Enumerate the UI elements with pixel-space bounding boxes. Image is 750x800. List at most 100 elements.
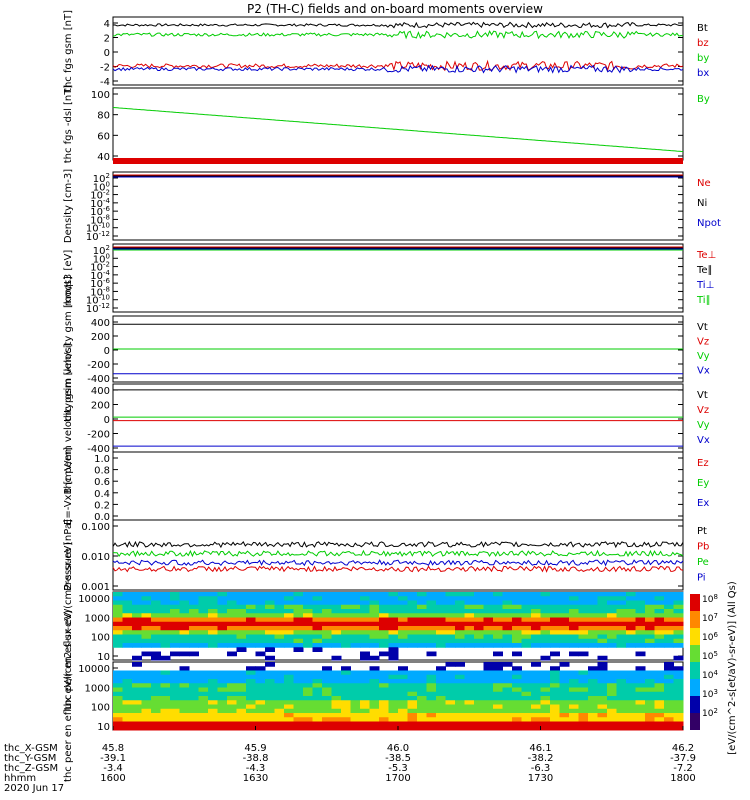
heatmap-cell xyxy=(274,609,285,614)
heatmap-cell xyxy=(607,717,617,722)
heatmap-cell xyxy=(635,700,646,705)
heatmap-cell xyxy=(360,683,370,688)
heatmap-cell xyxy=(208,674,218,680)
heatmap-cell xyxy=(664,725,674,731)
heatmap-cell xyxy=(493,609,503,614)
heatmap-cell xyxy=(616,621,627,627)
heatmap-cell xyxy=(578,708,589,714)
heatmap-cell xyxy=(388,600,399,606)
heatmap-cell xyxy=(388,708,399,714)
heatmap-cell xyxy=(322,721,332,727)
heatmap-cell xyxy=(540,721,551,727)
heatmap-cell xyxy=(132,713,142,718)
heatmap-cell xyxy=(227,717,237,722)
heatmap-cell xyxy=(635,679,646,684)
footer-row-label: hhmm xyxy=(4,773,36,784)
heatmap-cell xyxy=(312,634,323,640)
heatmap-cell xyxy=(407,621,418,627)
colorbar-segment xyxy=(690,594,700,611)
heatmap-cell xyxy=(569,609,579,614)
heatmap-cell xyxy=(141,651,152,657)
heatmap-cell xyxy=(151,609,161,614)
heatmap-cell xyxy=(417,674,427,680)
heatmap-cell xyxy=(540,674,551,680)
heatmap-cell xyxy=(521,634,532,640)
heatmap-cell xyxy=(217,713,228,718)
heatmap-cell xyxy=(635,651,646,657)
heatmap-cell xyxy=(160,717,171,722)
heatmap-cell xyxy=(635,604,646,610)
heatmap-cell xyxy=(132,704,142,710)
heatmap-cell xyxy=(208,679,218,684)
heatmap-cell xyxy=(369,609,380,614)
heatmap-cell xyxy=(217,634,228,640)
heatmap-cell xyxy=(141,617,152,623)
heatmap-cell xyxy=(369,617,380,623)
heatmap-cell xyxy=(464,683,475,688)
heatmap-cell xyxy=(265,717,275,722)
heatmap-cell xyxy=(113,596,123,601)
heatmap-cell xyxy=(436,617,446,623)
heatmap-cell xyxy=(227,638,237,644)
heatmap-cell xyxy=(141,683,152,688)
heatmap-cell xyxy=(322,674,332,680)
heatmap-cell xyxy=(664,621,674,627)
heatmap-cell xyxy=(217,696,228,701)
heatmap-cell xyxy=(673,691,684,697)
series-line xyxy=(112,64,684,74)
heatmap-cell xyxy=(540,683,551,688)
heatmap-cell xyxy=(379,713,389,718)
heatmap-cell xyxy=(398,713,408,718)
heatmap-cell xyxy=(303,700,313,705)
heatmap-cell xyxy=(160,683,171,688)
heatmap-cell xyxy=(293,717,304,722)
heatmap-cell xyxy=(369,613,380,618)
heatmap-cell xyxy=(331,613,342,618)
heatmap-cell xyxy=(246,600,256,606)
heatmap-cell xyxy=(388,596,399,601)
heatmap-cell xyxy=(141,725,152,731)
heatmap-cell xyxy=(654,721,665,727)
heatmap-cell xyxy=(293,691,304,697)
heatmap-cell xyxy=(531,679,541,684)
heatmap-cell xyxy=(341,613,351,618)
heatmap-cell xyxy=(255,725,266,731)
heatmap-cell xyxy=(407,670,418,676)
heatmap-cell xyxy=(645,626,655,631)
heatmap-cell xyxy=(578,696,589,701)
heatmap-cell xyxy=(208,687,218,693)
heatmap-cell xyxy=(607,696,617,701)
heatmap-cell xyxy=(189,708,199,714)
heatmap-cell xyxy=(616,683,627,688)
heatmap-cell xyxy=(369,687,380,693)
heatmap-cell xyxy=(303,717,313,722)
heatmap-cell xyxy=(189,717,199,722)
heatmap-cell xyxy=(550,717,560,722)
y-tick-label: 0.8 xyxy=(94,466,110,477)
heatmap-cell xyxy=(236,679,247,684)
heatmap-cell xyxy=(426,609,437,614)
heatmap-cell xyxy=(293,721,304,727)
footer-value: -6.3 xyxy=(531,763,551,774)
heatmap-cell xyxy=(160,704,171,710)
heatmap-cell xyxy=(588,704,598,710)
heatmap-cell xyxy=(274,679,285,684)
heatmap-cell xyxy=(113,609,123,614)
heatmap-cell xyxy=(227,613,237,618)
heatmap-cell xyxy=(369,674,380,680)
heatmap-cell xyxy=(493,617,503,623)
heatmap-cell xyxy=(360,630,370,635)
heatmap-cell xyxy=(189,621,199,627)
heatmap-cell xyxy=(464,638,475,644)
heatmap-cell xyxy=(265,647,275,652)
heatmap-cell xyxy=(417,696,427,701)
heatmap-cell xyxy=(578,621,589,627)
heatmap-cell xyxy=(227,687,237,693)
heatmap-cell xyxy=(265,662,275,667)
footer-value: 1630 xyxy=(243,773,268,784)
heatmap-cell xyxy=(569,700,579,705)
series-line xyxy=(112,21,684,29)
heatmap-cell xyxy=(170,638,180,644)
heatmap-cell xyxy=(426,725,437,731)
heatmap-cell xyxy=(265,592,275,597)
